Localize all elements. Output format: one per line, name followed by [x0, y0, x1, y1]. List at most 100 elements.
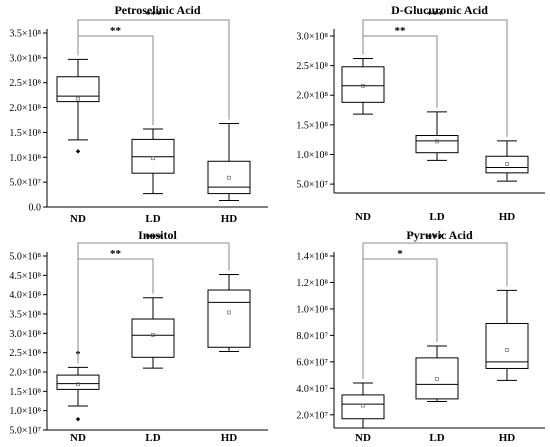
chart-title: Inositol [138, 228, 177, 242]
box-iqr [207, 160, 251, 195]
y-tick-label: 5.0×10⁷ [296, 180, 328, 191]
significance-label: ** [110, 248, 122, 260]
category-label: HD [499, 432, 516, 444]
significance-bracket: ** [77, 25, 154, 125]
y-tick-label: 3.5×10⁸ [9, 310, 41, 321]
y-tick-label: 1.0×10⁸ [296, 304, 328, 315]
y-tick-label: 1.5×10⁸ [9, 128, 41, 139]
box-ld [131, 297, 175, 369]
y-tick-label: 2.0×10⁸ [9, 103, 41, 114]
y-tick-label: 6.0×10⁷ [296, 357, 328, 368]
box-mean-marker [227, 175, 231, 180]
category-label: LD [145, 213, 160, 225]
category-label: ND [355, 432, 371, 444]
y-tick-label: 5.0×10⁷ [9, 178, 41, 189]
y-tick-label: 5.0×10⁸ [9, 252, 41, 263]
bracket-line [77, 242, 230, 364]
y-tick-label: 3.0×10⁸ [9, 329, 41, 340]
box-mean-marker [361, 403, 365, 408]
box-nd [341, 382, 385, 429]
significance-bracket: *** [77, 9, 230, 120]
category-label: HD [499, 211, 516, 223]
y-tick-label: 1.5×10⁸ [9, 387, 41, 398]
panel-4: Pyruvic Acid 2.0×10⁷ 4.0×10⁷ 6.0×10⁷ 8.0×10⁷… [296, 228, 545, 444]
significance-label: *** [145, 232, 162, 244]
box-mean-marker [151, 156, 155, 161]
y-tick-label: 1.0×10⁸ [296, 150, 328, 161]
significance-label: *** [427, 9, 444, 21]
bracket-line [362, 19, 508, 137]
category-label: ND [355, 211, 371, 223]
significance-bracket: *** [362, 232, 508, 380]
box-nd [56, 350, 100, 422]
box-iqr [131, 318, 175, 358]
box-iqr [56, 374, 100, 390]
y-tick-label: 2.5×10⁸ [296, 61, 328, 72]
y-tick-label: 4.0×10⁷ [296, 384, 328, 395]
category-label: LD [429, 432, 444, 444]
box-mean-marker [505, 162, 509, 166]
box-mean-marker [435, 377, 439, 381]
outlier-point [75, 149, 81, 154]
significance-label: *** [145, 9, 162, 21]
y-tick-label: 4.0×10⁸ [9, 290, 41, 301]
box-iqr [56, 76, 100, 103]
category-label: HD [221, 432, 238, 444]
box-hd [485, 289, 529, 381]
box-mean-marker [505, 348, 509, 352]
box-iqr [341, 66, 385, 103]
box-mean-marker [361, 83, 365, 88]
y-tick-label: 5.0×10⁷ [9, 426, 41, 437]
box-hd [207, 274, 251, 353]
y-tick-label: 4.5×10⁸ [9, 271, 41, 282]
bracket-line [77, 19, 230, 120]
box-iqr [415, 135, 459, 154]
y-tick-label: 1.0×10⁸ [9, 153, 41, 164]
significance-label: * [397, 248, 403, 260]
category-label: ND [70, 213, 86, 225]
y-tick-label: 3.0×10⁸ [296, 31, 328, 42]
y-tick-label: 2.0×10⁸ [9, 368, 41, 379]
box-mean-marker [435, 139, 439, 144]
box-iqr [415, 357, 459, 400]
y-tick-label: 1.5×10⁸ [296, 120, 328, 131]
box-mean-marker [76, 96, 80, 101]
panel-2: D-Glucuronic Acid 5.0×10⁷ 1.0×10⁸ 1.5×10⁸ 2.… [296, 3, 545, 223]
chart-title: Petroselinic Acid [114, 3, 200, 17]
y-tick-label: 2.0×10⁷ [296, 410, 328, 421]
box-ld [415, 345, 459, 403]
box-nd [341, 57, 385, 115]
box-iqr [207, 289, 251, 348]
box-hd [485, 140, 529, 182]
box-ld [415, 111, 459, 161]
box-iqr [485, 322, 529, 369]
y-tick-label: 0.0 [29, 203, 42, 214]
chart-title: Pyruvic Acid [406, 228, 473, 242]
outlier-point [75, 416, 81, 422]
chart-title: D-Glucuronic Acid [391, 3, 488, 17]
significance-bracket: *** [77, 232, 230, 364]
category-label: LD [429, 211, 444, 223]
bracket-line [362, 242, 508, 380]
box-mean-marker [151, 333, 155, 337]
box-mean-marker [76, 382, 80, 387]
significance-bracket: *** [362, 9, 508, 137]
y-tick-label: 2.5×10⁸ [9, 78, 41, 89]
panel-3: Inositol 5.0×10⁷ 1.0×10⁸ 1.5×10⁸ 2.0×10⁸ 2.5×… [9, 228, 268, 444]
significance-label: *** [427, 232, 444, 244]
y-tick-label: 2.5×10⁸ [9, 348, 41, 359]
y-tick-label: 1.2×10⁸ [296, 278, 328, 289]
y-tick-label: 3.0×10⁸ [9, 53, 41, 64]
y-tick-label: 8.0×10⁷ [296, 331, 328, 342]
significance-label: ** [395, 25, 407, 37]
box-hd [207, 122, 251, 202]
category-label: LD [145, 432, 160, 444]
category-label: ND [70, 432, 86, 444]
panel-1: Petroselinic Acid 0.0 5.0×10⁷ 1.0×10⁸ 1.5×10… [9, 3, 268, 225]
box-ld [131, 128, 175, 195]
box-mean-marker [227, 310, 231, 315]
y-tick-label: 1.0×10⁸ [9, 406, 41, 417]
significance-label: ** [110, 25, 122, 37]
box-iqr [485, 155, 529, 174]
